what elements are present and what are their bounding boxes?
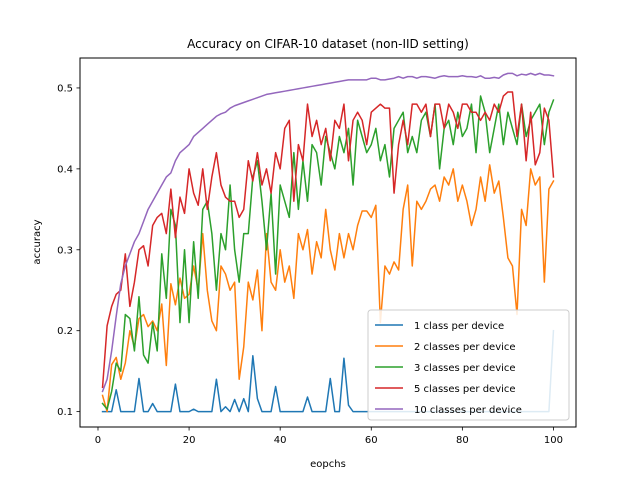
y-tick-label: 0.5 xyxy=(57,83,73,94)
legend-box xyxy=(367,309,570,421)
legend-label: 10 classes per device xyxy=(414,405,522,416)
x-tick-label: 40 xyxy=(274,435,287,446)
y-tick-label: 0.1 xyxy=(57,407,73,418)
x-tick-label: 20 xyxy=(183,435,196,446)
x-tick-label: 80 xyxy=(456,435,469,446)
legend-items: 1 class per device 2 classes per device 3 … xyxy=(375,321,522,416)
y-tick-label: 0.2 xyxy=(57,326,73,337)
x-tick-label: 100 xyxy=(544,435,563,446)
x-axis-ticks: 0 20 40 60 80 100 xyxy=(95,427,563,446)
y-axis-ticks: 0.1 0.2 0.3 0.4 0.5 xyxy=(57,83,80,418)
series-line-5 xyxy=(101,72,555,393)
plot-frame xyxy=(79,57,577,428)
plot-area: 0 20 40 60 80 100 0.1 0.2 0.3 0.4 0.5 xyxy=(57,57,577,446)
x-tick-label: 0 xyxy=(95,435,101,446)
chart-title: Accuracy on CIFAR-10 dataset (non-IID se… xyxy=(187,37,469,51)
y-tick-label: 0.4 xyxy=(57,164,73,175)
legend-label: 2 classes per device xyxy=(414,342,516,353)
legend-label: 1 class per device xyxy=(414,321,504,332)
series-layer xyxy=(101,72,555,413)
x-axis-title: eopchs xyxy=(310,459,346,470)
y-axis-title: accuracy xyxy=(32,219,43,264)
legend-label: 3 classes per device xyxy=(414,363,516,374)
x-tick-label: 60 xyxy=(365,435,378,446)
series-line-4 xyxy=(101,91,555,389)
series-line-2 xyxy=(101,164,555,413)
legend: 1 class per device 2 classes per device 3 … xyxy=(367,309,570,421)
legend-label: 5 classes per device xyxy=(414,384,516,395)
y-tick-label: 0.3 xyxy=(57,245,73,256)
